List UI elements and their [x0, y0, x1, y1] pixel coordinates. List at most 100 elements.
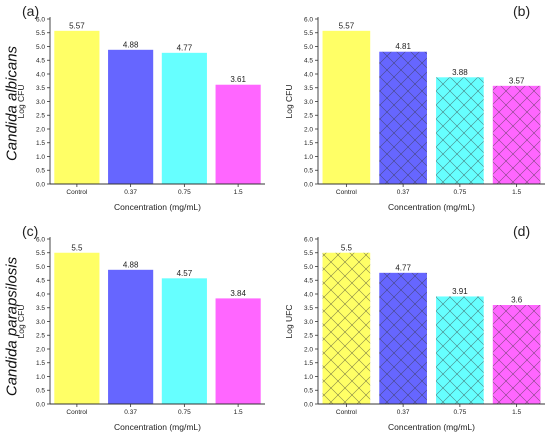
bar — [161, 52, 207, 185]
bar — [379, 272, 427, 404]
bar — [436, 77, 484, 184]
x-tick-label: 1.5 — [234, 409, 243, 416]
y-tick-label: 4.5 — [36, 58, 45, 65]
y-tick-label: 6.0 — [304, 236, 313, 243]
y-axis-label: Log UFC — [284, 304, 294, 338]
bar — [108, 269, 154, 404]
y-tick-label: 5.0 — [304, 264, 313, 271]
panel-label: (d) — [513, 223, 531, 239]
x-tick-label: 1.5 — [512, 409, 521, 416]
y-tick-label: 0.5 — [304, 168, 313, 175]
chart-svg: 5.5 Control 4.88 0.37 4.57 0.75 3.84 1.5 0.0 0.5 1… — [16, 236, 265, 432]
x-tick-label: Control — [66, 189, 88, 196]
y-tick-label: 5.5 — [304, 250, 313, 257]
bar — [54, 252, 100, 404]
x-tick-label: 1.5 — [512, 189, 521, 196]
chart-panel-a: (a) 5.57 Control 4.88 0.37 4.77 0.75 3.61 1.5 0.… — [0, 0, 275, 220]
bar — [379, 51, 427, 184]
y-tick-label: 5.5 — [36, 250, 45, 257]
y-tick-label: 4.0 — [36, 291, 45, 298]
y-tick-label: 2.0 — [36, 126, 45, 133]
x-tick-label: 0.37 — [124, 409, 137, 416]
y-tick-label: 2.5 — [304, 333, 313, 340]
y-tick-label: 1.5 — [304, 360, 313, 367]
y-tick-label: 3.5 — [36, 85, 45, 92]
y-tick-label: 2.5 — [36, 333, 45, 340]
bar — [436, 296, 484, 404]
y-tick-label: 2.5 — [304, 113, 313, 120]
data-label: 4.77 — [177, 43, 193, 52]
y-tick-label: 3.5 — [304, 85, 313, 92]
x-tick-label: 0.75 — [454, 409, 467, 416]
panel-label: (b) — [513, 3, 531, 19]
data-label: 3.91 — [452, 287, 468, 296]
x-tick-label: 0.37 — [397, 189, 410, 196]
y-tick-label: 5.0 — [36, 44, 45, 51]
y-tick-label: 3.5 — [36, 305, 45, 312]
bar — [322, 252, 371, 404]
y-tick-label: 5.5 — [304, 30, 313, 37]
y-tick-label: 0.5 — [36, 388, 45, 395]
data-label: 4.88 — [123, 260, 139, 269]
x-tick-label: Control — [66, 409, 88, 416]
y-tick-label: 1.5 — [36, 360, 45, 367]
bar — [54, 30, 100, 185]
y-tick-label: 0.0 — [36, 401, 45, 408]
x-tick-label: 0.75 — [178, 409, 191, 416]
y-tick-label: 2.0 — [304, 126, 313, 133]
chart-svg: 5.57 Control 4.88 0.37 4.77 0.75 3.61 1.5 0.0 0.5… — [16, 16, 265, 212]
bar — [322, 30, 371, 185]
data-label: 3.61 — [230, 75, 246, 84]
chart-panel-d: (d) 5.5 Control 4.77 0.37 3.91 0.75 3.6 1.5 0.0 0… — [275, 220, 550, 440]
y-axis-label: Log CFU — [16, 84, 26, 118]
bar — [161, 278, 207, 404]
y-tick-label: 4.0 — [304, 291, 313, 298]
y-tick-label: 1.0 — [304, 374, 313, 381]
data-label: 3.6 — [511, 296, 523, 305]
y-axis-label: Log CFU — [16, 304, 26, 338]
data-label: 3.57 — [509, 76, 525, 85]
y-tick-label: 5.5 — [36, 30, 45, 37]
data-label: 5.57 — [339, 21, 355, 30]
chart-svg: 5.5 Control 4.77 0.37 3.91 0.75 3.6 1.5 0.0 0.5 1.… — [284, 236, 545, 432]
panel-label: (a) — [22, 3, 40, 19]
y-tick-label: 4.5 — [36, 278, 45, 285]
y-tick-label: 6.0 — [36, 16, 45, 23]
x-tick-label: 0.37 — [397, 409, 410, 416]
y-tick-label: 4.0 — [304, 71, 313, 78]
y-tick-label: 4.5 — [304, 58, 313, 65]
bar — [492, 85, 541, 184]
data-label: 4.88 — [123, 40, 139, 49]
chart-svg: 5.57 Control 4.81 0.37 3.88 0.75 3.57 1.5 0.0 0.5… — [284, 16, 545, 212]
x-axis-label: Concentration (mg/mL) — [388, 202, 475, 212]
bar — [215, 84, 261, 184]
chart-panel-b: (b) 5.57 Control 4.81 0.37 3.88 0.75 3.57 1.5 0.… — [275, 0, 550, 220]
y-tick-label: 6.0 — [304, 16, 313, 23]
y-axis-label: Log CFU — [284, 84, 294, 118]
panel-label: (c) — [22, 223, 39, 239]
bar — [108, 49, 154, 184]
x-axis-label: Concentration (mg/mL) — [388, 422, 475, 432]
data-label: 3.84 — [230, 289, 246, 298]
y-tick-label: 2.5 — [36, 113, 45, 120]
y-tick-label: 0.0 — [304, 181, 313, 188]
x-tick-label: 0.75 — [178, 189, 191, 196]
x-tick-label: 0.75 — [454, 189, 467, 196]
data-label: 4.81 — [395, 42, 411, 51]
x-tick-label: Control — [336, 409, 358, 416]
x-axis-label: Concentration (mg/mL) — [114, 422, 201, 432]
y-tick-label: 3.0 — [36, 319, 45, 326]
y-tick-label: 0.5 — [36, 168, 45, 175]
data-label: 4.77 — [395, 263, 411, 272]
y-tick-label: 5.0 — [36, 264, 45, 271]
y-tick-label: 2.0 — [304, 346, 313, 353]
y-tick-label: 1.0 — [36, 374, 45, 381]
y-tick-label: 3.0 — [36, 99, 45, 106]
y-tick-label: 0.0 — [304, 401, 313, 408]
y-tick-label: 1.5 — [304, 140, 313, 147]
bar — [492, 305, 541, 404]
y-tick-label: 0.5 — [304, 388, 313, 395]
y-tick-label: 1.5 — [36, 140, 45, 147]
data-label: 5.57 — [69, 21, 85, 30]
data-label: 4.57 — [177, 269, 193, 278]
